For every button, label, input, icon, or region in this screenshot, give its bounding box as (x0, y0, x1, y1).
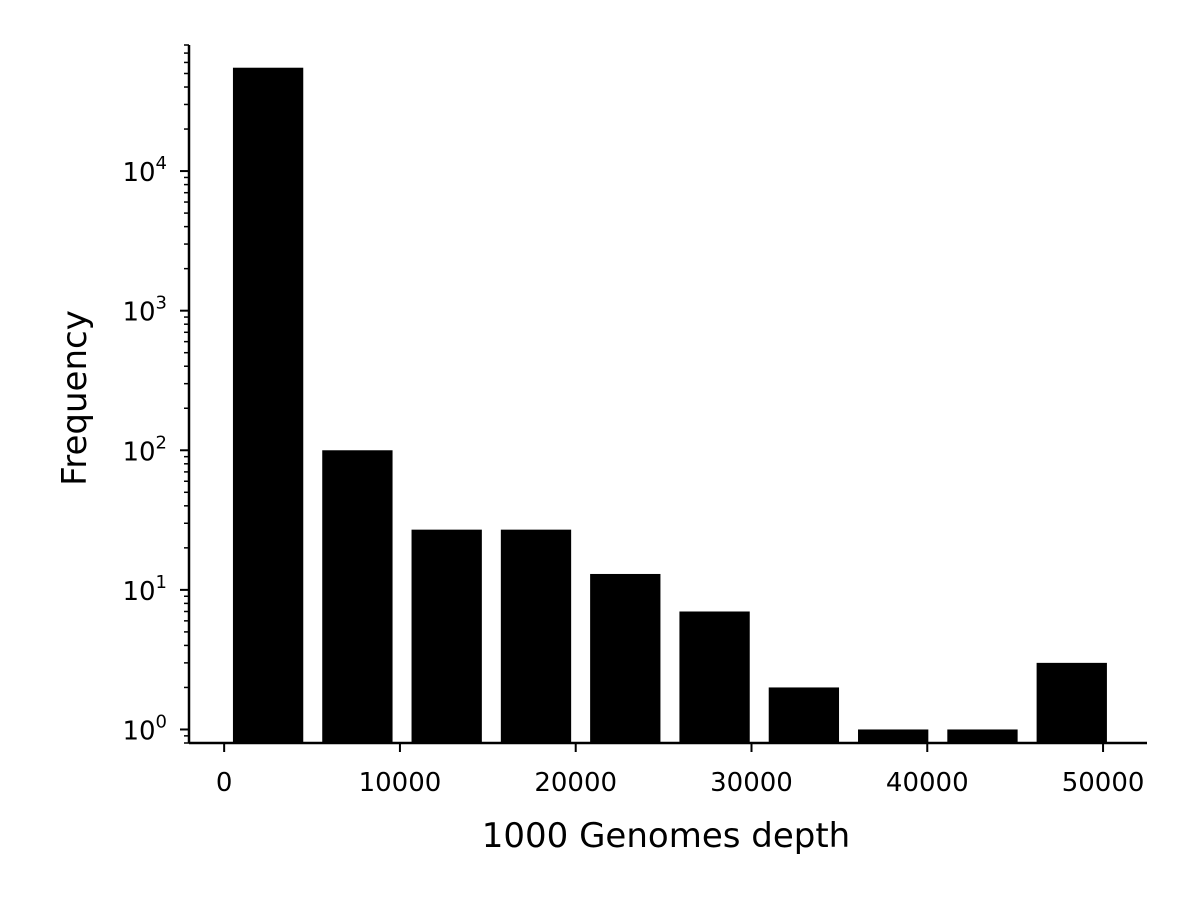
bars-group (232, 67, 1107, 743)
x-tick-label: 40000 (886, 768, 969, 798)
histogram-bar-6 (768, 687, 840, 743)
histogram-bar-8 (947, 729, 1018, 743)
x-tick-label: 30000 (710, 768, 793, 798)
x-tick-label: 50000 (1062, 768, 1145, 798)
x-tick-label: 20000 (534, 768, 617, 798)
y-tick-label: 100 (122, 711, 167, 746)
y-ticks-group: 100 101 102 103 104 (122, 44, 189, 746)
histogram-bar-4 (590, 573, 661, 743)
x-ticks-group: 0 10000 20000 30000 40000 50000 (216, 743, 1145, 798)
histogram-bar-9 (1036, 662, 1107, 743)
histogram-bar-1 (322, 450, 393, 743)
y-tick-label: 103 (122, 293, 167, 328)
histogram-bar-5 (679, 611, 750, 743)
y-tick-label: 102 (122, 432, 167, 467)
x-tick-label: 10000 (359, 768, 442, 798)
y-axis-label: Frequency (55, 310, 95, 486)
y-tick-label: 104 (122, 153, 167, 188)
x-axis-label: 1000 Genomes depth (482, 816, 850, 856)
histogram-bar-3 (500, 529, 572, 743)
histogram-bar-0 (232, 67, 304, 743)
y-tick-label: 101 (122, 572, 167, 607)
x-tick-label: 0 (216, 768, 233, 798)
histogram-bar-7 (858, 729, 929, 743)
histogram-bar-2 (411, 529, 482, 743)
